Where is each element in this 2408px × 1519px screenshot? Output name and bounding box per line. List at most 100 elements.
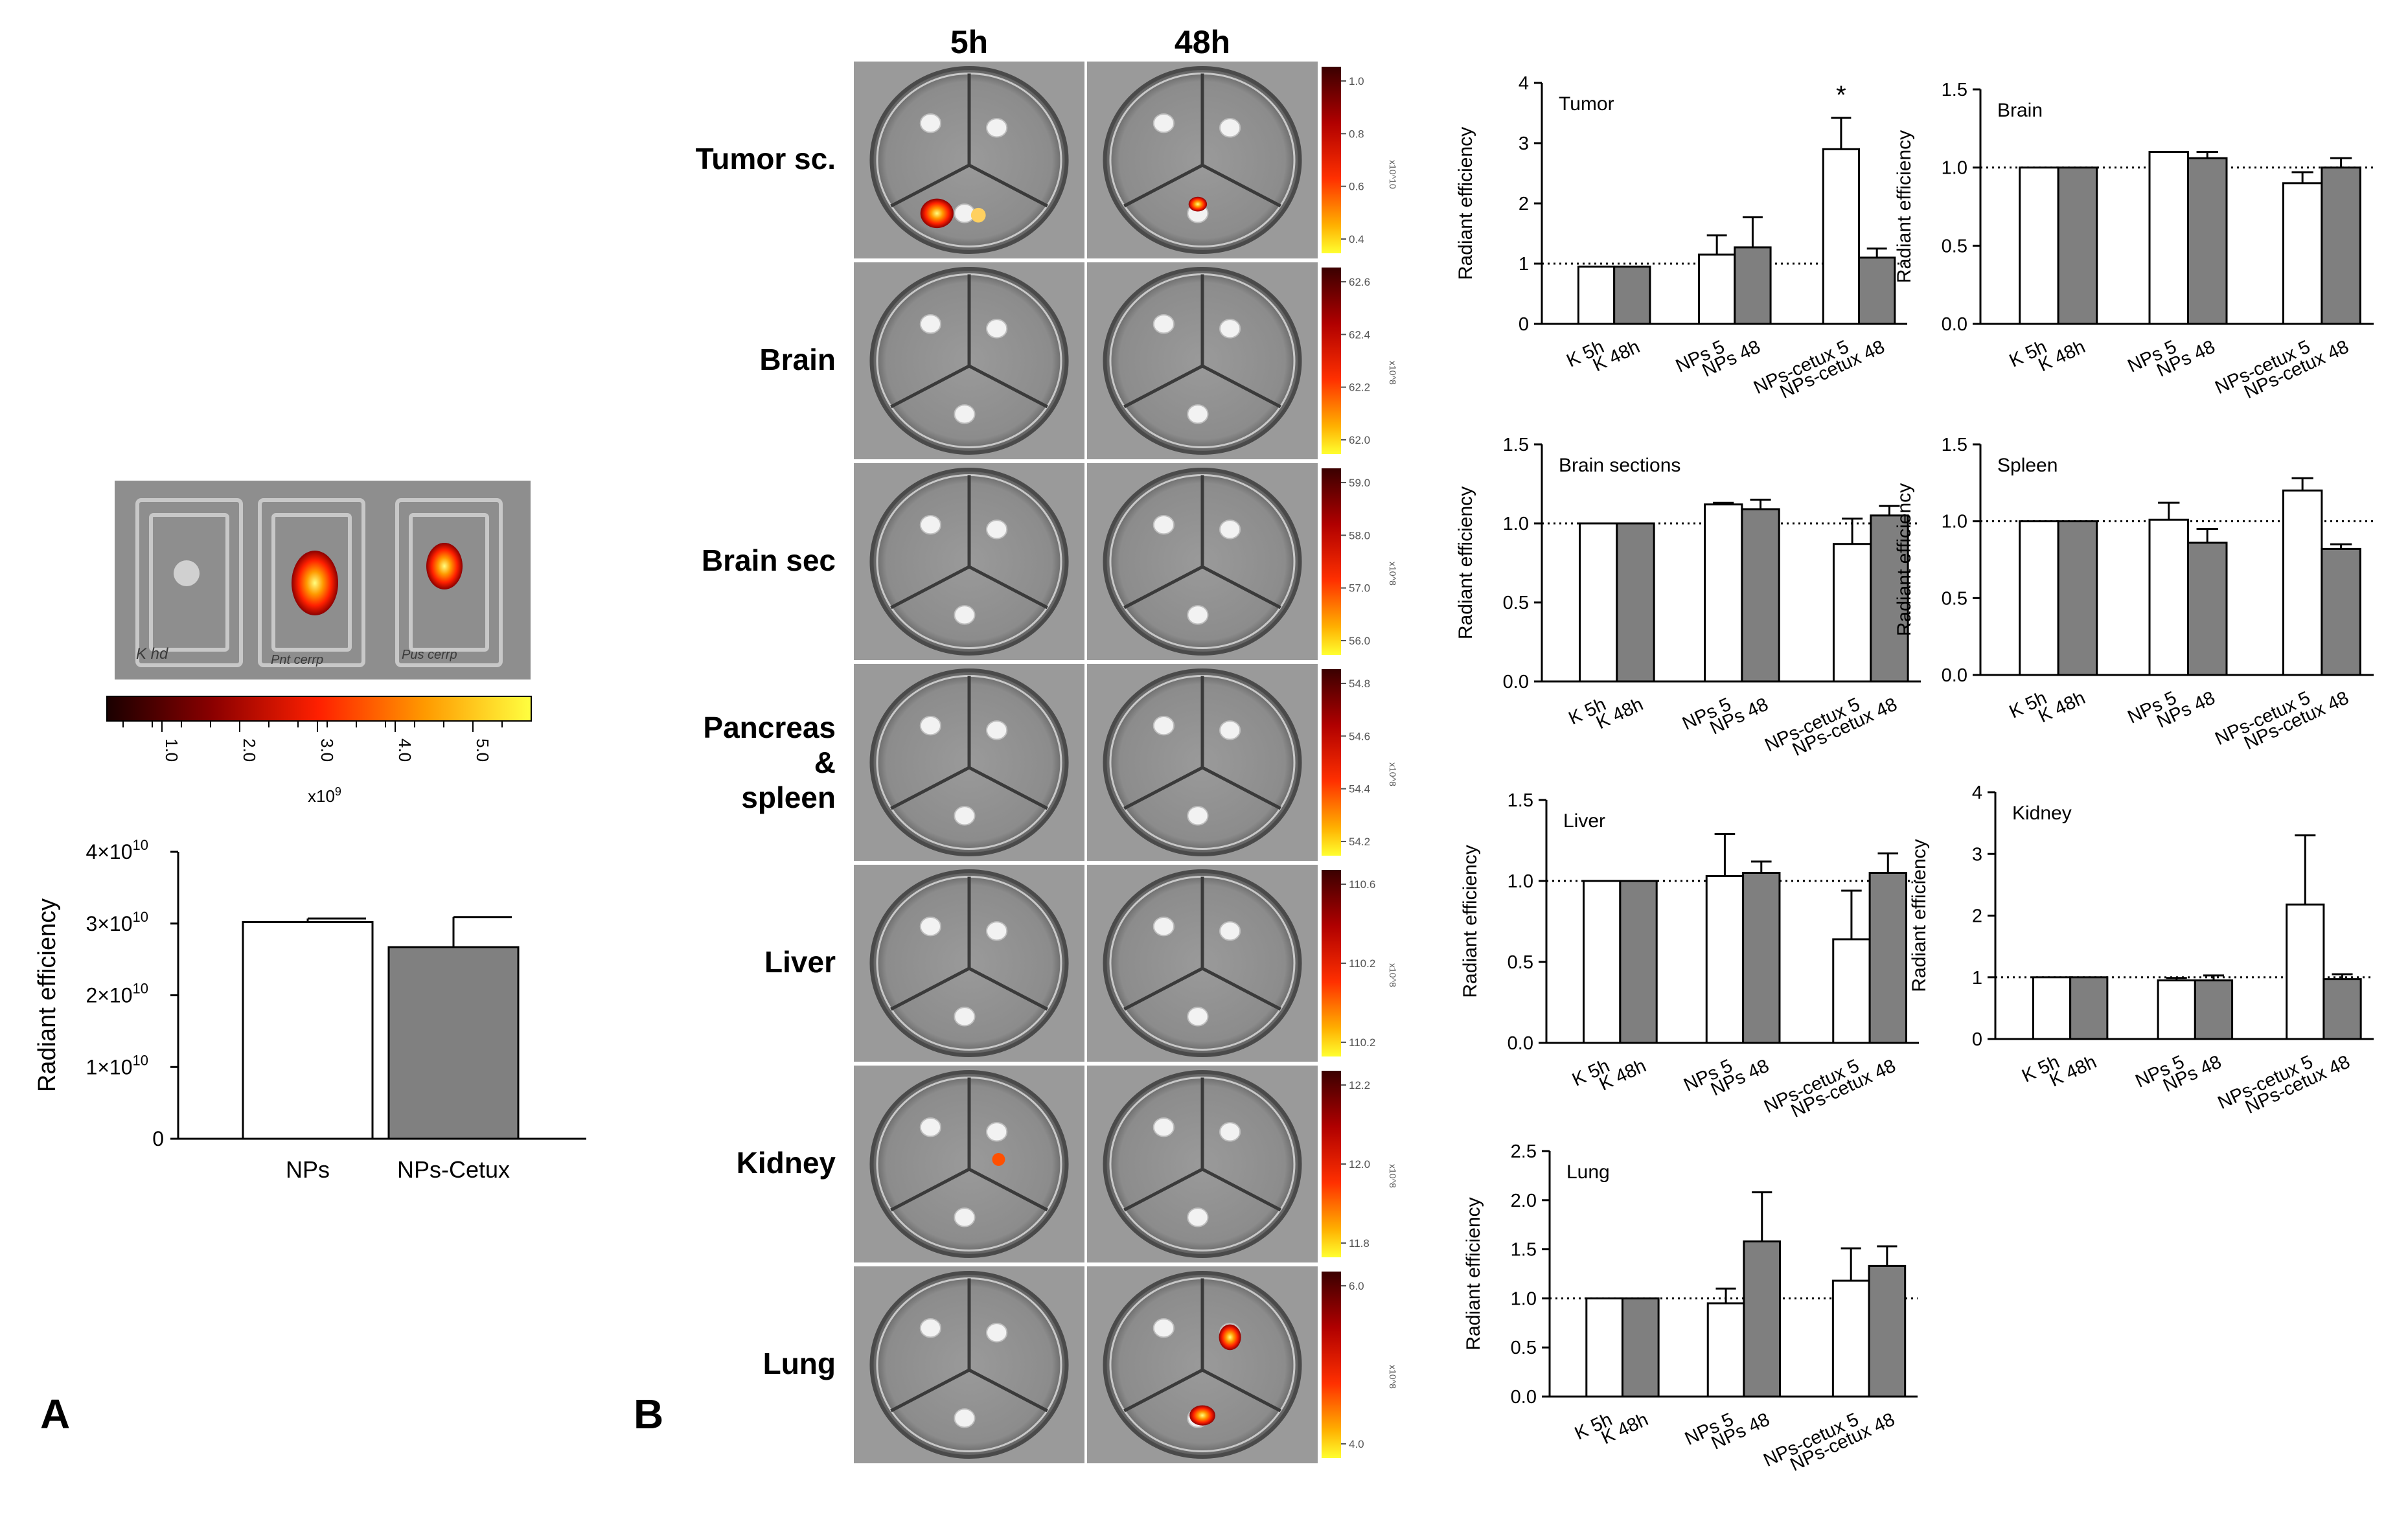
column-header: 48h bbox=[1175, 24, 1230, 60]
row-label: Brain bbox=[759, 343, 836, 376]
row-label: Liver bbox=[764, 945, 836, 979]
dish-divider bbox=[890, 966, 970, 1011]
y-axis-label: Radiant efficiency bbox=[1463, 1197, 1484, 1350]
tissue-sample bbox=[919, 716, 941, 736]
row-colorbar-label: 12.0 bbox=[1349, 1158, 1370, 1171]
row-colorbar-label: 62.6 bbox=[1349, 276, 1370, 288]
bar bbox=[1698, 253, 1736, 325]
y-tick-label: 1.5 bbox=[1942, 80, 1967, 100]
y-tick-label: 1 bbox=[1519, 254, 1529, 275]
tissue-sample bbox=[919, 1318, 941, 1338]
bar bbox=[2321, 166, 2361, 325]
row-colorbar-label: 6.0 bbox=[1349, 1280, 1364, 1292]
y-tick-label: 0.5 bbox=[1508, 952, 1533, 973]
y-tick-label: 1.0 bbox=[1503, 514, 1529, 534]
row-colorbar bbox=[1322, 870, 1341, 1056]
bar bbox=[1741, 508, 1780, 683]
y-tick-label: 0 bbox=[1972, 1029, 1982, 1050]
dish-divider bbox=[890, 1368, 970, 1413]
tissue-sample bbox=[1219, 720, 1241, 740]
dish-divider bbox=[968, 565, 1048, 610]
bar bbox=[2019, 520, 2059, 676]
row-colorbar-label: 110.2 bbox=[1349, 1036, 1375, 1049]
tissue-sample bbox=[1219, 118, 1241, 138]
row-colorbar-label: 54.4 bbox=[1349, 783, 1370, 795]
dish-divider bbox=[1123, 163, 1204, 208]
well-3-signal bbox=[426, 543, 463, 589]
bar bbox=[1734, 246, 1772, 325]
chart-title: Lung bbox=[1566, 1161, 1610, 1183]
bar bbox=[2148, 151, 2189, 325]
row-colorbar-unit: x10^8 bbox=[1388, 963, 1398, 987]
dish-divider bbox=[1201, 1167, 1281, 1212]
dish-divider bbox=[1201, 565, 1281, 610]
bar bbox=[1742, 872, 1781, 1044]
row-label: Brain sec bbox=[702, 543, 836, 577]
panel-a-colorbar: 1.0 2.0 3.0 4.0 5.0 x109 bbox=[106, 696, 532, 806]
dish-divider bbox=[1201, 766, 1281, 810]
row-label: spleen bbox=[741, 781, 836, 814]
tissue-sample bbox=[1152, 917, 1175, 937]
row-colorbar-label: 62.2 bbox=[1349, 382, 1370, 394]
y-tick-label: 0.5 bbox=[1942, 236, 1967, 257]
chart-brain-sections: 0.0 0.5 1.0 1.5 Radiant efficiency Brain sect… bbox=[1455, 435, 1921, 760]
column-header: 5h bbox=[950, 24, 988, 60]
chart-title: Tumor bbox=[1559, 93, 1614, 115]
petri-dish-grid: 5h 48h Tumor sc. 1.0 0.8 0.6 0.4 x10^10 Brain 62.… bbox=[696, 24, 1398, 1463]
fluorescence-signal bbox=[1189, 1405, 1215, 1426]
y-axis-label: Radiant efficiency bbox=[1894, 483, 1915, 636]
row-label: Kidney bbox=[737, 1146, 836, 1180]
bar bbox=[1613, 266, 1651, 325]
row-colorbar-label: 12.2 bbox=[1349, 1079, 1370, 1091]
y-tick-label: 1.5 bbox=[1503, 435, 1529, 455]
bar bbox=[1868, 872, 1907, 1044]
panel-label-a: A bbox=[40, 1391, 70, 1437]
fluorescence-signal bbox=[1219, 1324, 1241, 1351]
y-tick-label: 1.5 bbox=[1508, 790, 1533, 811]
tissue-sample bbox=[1187, 1207, 1209, 1228]
bar bbox=[2019, 166, 2059, 325]
chart-title: Brain sections bbox=[1559, 455, 1680, 476]
colorbar-tick-label: 5.0 bbox=[473, 738, 492, 762]
y-tick-label: 3 bbox=[1519, 133, 1529, 154]
y-tick-label: 0.5 bbox=[1511, 1338, 1537, 1358]
x-tick-label: NPs bbox=[286, 1156, 330, 1183]
bar bbox=[2057, 166, 2098, 325]
dish-divider bbox=[1123, 364, 1204, 409]
chart-title: Liver bbox=[1563, 810, 1605, 832]
dish-divider bbox=[1123, 1368, 1204, 1413]
dish-divider bbox=[968, 1167, 1048, 1212]
row-colorbar-unit: x10^8 bbox=[1388, 762, 1398, 786]
tissue-sample bbox=[1152, 716, 1175, 736]
dish-divider bbox=[890, 565, 970, 610]
fluorescence-signal bbox=[992, 1152, 1005, 1166]
dish-divider bbox=[890, 1167, 970, 1212]
tissue-sample bbox=[1187, 806, 1209, 826]
bar bbox=[2057, 520, 2098, 676]
row-label: Pancreas bbox=[703, 711, 836, 744]
bar bbox=[2186, 157, 2228, 325]
row-colorbar-label: 54.6 bbox=[1349, 730, 1370, 742]
y-tick-label: 1 bbox=[1972, 968, 1982, 988]
tissue-sample bbox=[954, 1408, 976, 1428]
y-tick-label: 0.5 bbox=[1503, 593, 1529, 613]
row-colorbar-unit: x10^8 bbox=[1388, 361, 1398, 385]
row-colorbar bbox=[1322, 1071, 1341, 1257]
row-colorbar-unit: x10^8 bbox=[1388, 1164, 1398, 1188]
bar bbox=[1743, 1240, 1782, 1398]
dish-divider bbox=[968, 766, 1048, 810]
colorbar-tick-label: 3.0 bbox=[317, 738, 337, 762]
tissue-sample bbox=[1187, 404, 1209, 424]
bar bbox=[1870, 514, 1909, 683]
bar bbox=[1832, 543, 1872, 683]
dish-divider bbox=[1123, 565, 1204, 610]
y-tick-label: 1.0 bbox=[1942, 512, 1967, 532]
dish-divider bbox=[968, 364, 1048, 409]
y-tick-label: 3×1010 bbox=[86, 909, 148, 935]
tissue-sample bbox=[1152, 113, 1175, 133]
bar bbox=[1706, 1302, 1745, 1398]
x-tick-label: NPs-Cetux bbox=[397, 1156, 510, 1183]
y-tick-label: 1.0 bbox=[1508, 871, 1533, 892]
